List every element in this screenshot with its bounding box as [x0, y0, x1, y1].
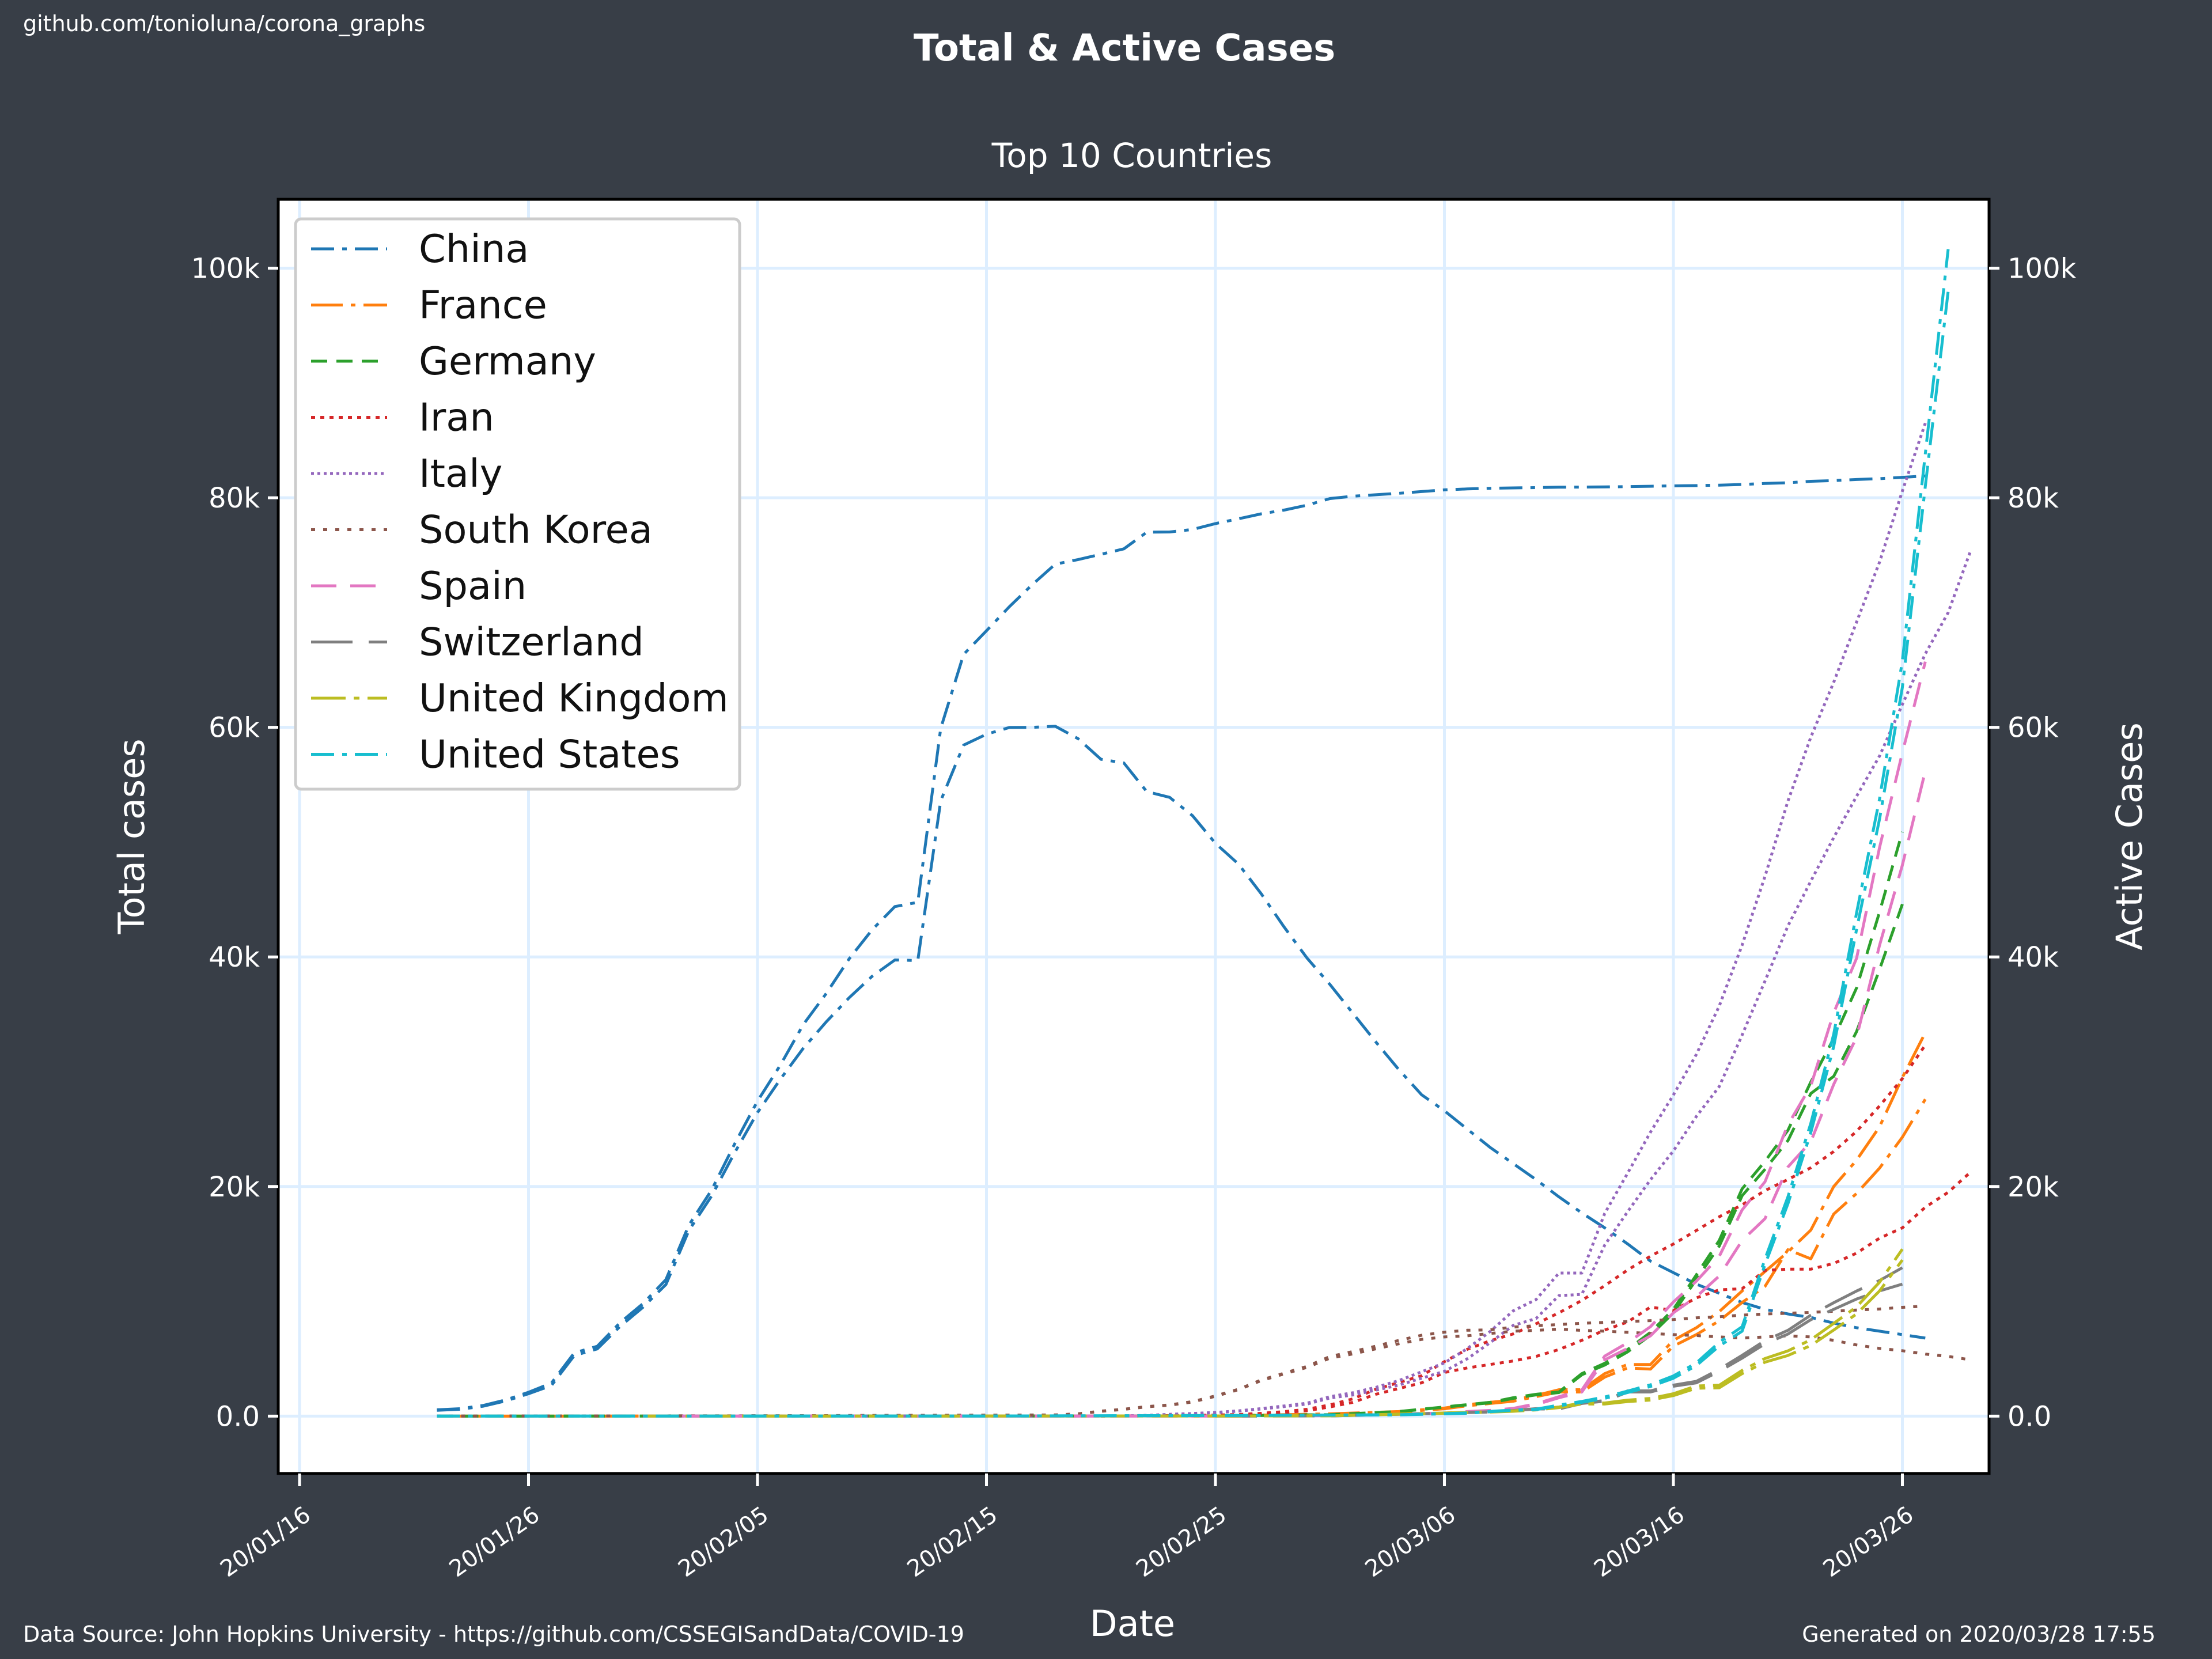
source-link: github.com/tonioluna/corona_graphs: [23, 11, 425, 36]
legend-label-china: China: [419, 226, 529, 271]
series-line-united-states-total: [437, 249, 1950, 1418]
series-line-france-total: [437, 1032, 1927, 1418]
y-tick-label-right: 80k: [2008, 482, 2059, 514]
plot-frame: [276, 198, 1991, 1475]
x-axis-label: Date: [1090, 1603, 1175, 1645]
y-tick-label-left: 0.0: [216, 1400, 260, 1433]
x-tick-label: 20/02/05: [673, 1502, 774, 1583]
legend-label-switzerland: Switzerland: [419, 620, 644, 665]
x-tick-label: 20/01/16: [215, 1502, 316, 1583]
x-tick-label: 20/02/25: [1131, 1502, 1232, 1583]
series-line-united-kingdom-total: [643, 1248, 1904, 1418]
series-line-south-korea-total: [437, 1304, 1926, 1418]
y-tick-label-right: 0.0: [2008, 1400, 2051, 1433]
series-lines: [437, 249, 1973, 1418]
y-tick-label-left: 80k: [209, 482, 260, 514]
y-tick-label-right: 40k: [2008, 941, 2059, 974]
legend-label-germany: Germany: [419, 339, 596, 384]
x-tick-label: 20/01/26: [445, 1502, 545, 1583]
y-tick-label-left: 60k: [209, 712, 260, 744]
y-axis-label-right: Active Cases: [2108, 722, 2150, 950]
x-tick-label: 20/02/15: [903, 1502, 1003, 1583]
x-tick-label: 20/03/16: [1589, 1502, 1690, 1583]
footer-source: Data Source: John Hopkins University - h…: [23, 1622, 964, 1647]
y-tick-label-right: 60k: [2008, 712, 2059, 744]
y-tick-label-right: 20k: [2008, 1171, 2059, 1203]
chart-title: Total & Active Cases: [914, 27, 1335, 70]
series-line-united-kingdom-active: [643, 1259, 1904, 1418]
series-line-china-total: [437, 474, 1926, 1411]
series-line-germany-total: [437, 831, 1904, 1418]
legend-label-france: France: [419, 283, 547, 328]
series-line-china-active: [437, 725, 1926, 1412]
legend-label-italy: Italy: [419, 451, 502, 496]
legend-box: [294, 217, 741, 791]
footer-generated: Generated on 2020/03/28 17:55: [1802, 1622, 2156, 1647]
legend-label-iran: Iran: [419, 395, 494, 440]
y-axis-label-left: Total cases: [111, 738, 153, 934]
series-line-iran-total: [1101, 1044, 1927, 1418]
y-tick-label-left: 40k: [209, 941, 260, 974]
x-tick-label: 20/03/06: [1361, 1502, 1461, 1583]
x-tick-label: 20/03/26: [1819, 1502, 1919, 1583]
y-tick-label-right: 100k: [2008, 253, 2077, 285]
y-tick-label-left: 100k: [191, 253, 260, 285]
chart-subtitle: Top 10 Countries: [991, 136, 1272, 175]
legend-label-united-kingdom: United Kingdom: [419, 676, 729, 721]
legend-label-spain: Spain: [419, 563, 527, 608]
legend: China France Germany Iran Italy South Korea Sp…: [294, 217, 741, 791]
y-tick-label-left: 20k: [209, 1171, 260, 1203]
legend-label-south-korea: South Korea: [419, 507, 653, 552]
legend-label-united-states: United States: [419, 732, 680, 777]
